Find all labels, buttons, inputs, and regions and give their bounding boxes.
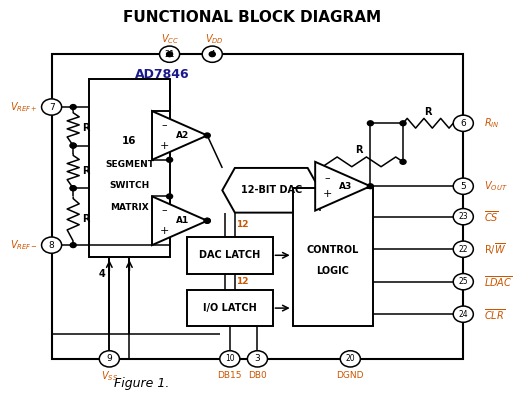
Text: DB0: DB0 bbox=[248, 371, 267, 380]
Text: 8: 8 bbox=[49, 240, 54, 249]
Circle shape bbox=[204, 218, 210, 223]
Polygon shape bbox=[222, 168, 320, 213]
Text: –: – bbox=[325, 173, 330, 183]
Text: R: R bbox=[424, 107, 432, 117]
Circle shape bbox=[70, 186, 76, 191]
Polygon shape bbox=[315, 162, 370, 211]
Text: +: + bbox=[160, 141, 169, 151]
Bar bbox=[187, 237, 272, 274]
Text: 21: 21 bbox=[164, 50, 175, 59]
Text: 25: 25 bbox=[458, 277, 468, 286]
Bar bbox=[187, 290, 272, 326]
Circle shape bbox=[167, 157, 172, 162]
Circle shape bbox=[453, 274, 473, 290]
Circle shape bbox=[70, 243, 76, 247]
Text: 5: 5 bbox=[461, 182, 466, 191]
Text: DGND: DGND bbox=[337, 371, 364, 380]
Text: DB15: DB15 bbox=[218, 371, 242, 380]
Circle shape bbox=[400, 160, 406, 164]
Text: I/O LATCH: I/O LATCH bbox=[203, 303, 257, 313]
Circle shape bbox=[204, 133, 210, 138]
Text: 24: 24 bbox=[458, 310, 468, 319]
Circle shape bbox=[209, 52, 215, 56]
Circle shape bbox=[41, 99, 62, 115]
Circle shape bbox=[453, 241, 473, 257]
Circle shape bbox=[400, 121, 406, 126]
Circle shape bbox=[367, 121, 373, 126]
Circle shape bbox=[248, 351, 267, 367]
Text: 22: 22 bbox=[458, 245, 468, 254]
Text: +: + bbox=[160, 226, 169, 236]
Circle shape bbox=[160, 46, 180, 62]
Text: –: – bbox=[162, 120, 167, 130]
Text: LOGIC: LOGIC bbox=[316, 266, 349, 276]
Text: $\overline{CLR}$: $\overline{CLR}$ bbox=[484, 307, 506, 321]
Circle shape bbox=[453, 209, 473, 225]
Text: R: R bbox=[355, 146, 363, 155]
Text: $V_{REF-}$: $V_{REF-}$ bbox=[10, 238, 38, 252]
Circle shape bbox=[453, 306, 473, 322]
Text: DAC LATCH: DAC LATCH bbox=[199, 250, 261, 260]
Circle shape bbox=[99, 351, 119, 367]
Text: MATRIX: MATRIX bbox=[110, 203, 149, 212]
Circle shape bbox=[70, 143, 76, 148]
Circle shape bbox=[70, 143, 76, 148]
Text: A1: A1 bbox=[176, 216, 189, 225]
Circle shape bbox=[202, 46, 222, 62]
Text: R: R bbox=[82, 214, 90, 224]
Text: 12: 12 bbox=[236, 277, 249, 286]
Text: $V_{CC}$: $V_{CC}$ bbox=[161, 32, 179, 46]
Bar bbox=[52, 54, 463, 359]
Bar bbox=[293, 188, 373, 326]
Text: SEGMENT: SEGMENT bbox=[105, 160, 154, 169]
Text: 4: 4 bbox=[209, 50, 215, 59]
Text: R: R bbox=[82, 124, 90, 133]
Circle shape bbox=[41, 237, 62, 253]
Text: 10: 10 bbox=[225, 354, 235, 363]
Circle shape bbox=[167, 194, 172, 199]
Text: $V_{DD}$: $V_{DD}$ bbox=[205, 32, 224, 46]
Text: A2: A2 bbox=[176, 131, 189, 140]
Text: $V_{REF+}$: $V_{REF+}$ bbox=[10, 100, 38, 114]
Text: 9: 9 bbox=[107, 354, 112, 363]
Text: 16: 16 bbox=[122, 136, 137, 146]
Text: A3: A3 bbox=[339, 182, 352, 191]
Text: R/$\overline{W}$: R/$\overline{W}$ bbox=[484, 241, 507, 257]
Text: FUNCTIONAL BLOCK DIAGRAM: FUNCTIONAL BLOCK DIAGRAM bbox=[123, 10, 381, 25]
Text: 12-BIT DAC: 12-BIT DAC bbox=[241, 185, 302, 195]
Text: CONTROL: CONTROL bbox=[307, 245, 359, 255]
Polygon shape bbox=[152, 111, 207, 160]
Text: AD7846: AD7846 bbox=[135, 68, 190, 81]
Circle shape bbox=[340, 351, 361, 367]
Text: 7: 7 bbox=[49, 103, 54, 112]
Text: 6: 6 bbox=[461, 119, 466, 128]
Polygon shape bbox=[152, 196, 207, 245]
Circle shape bbox=[453, 178, 473, 194]
Text: Figure 1.: Figure 1. bbox=[114, 377, 170, 390]
Circle shape bbox=[367, 184, 373, 189]
Text: $\overline{CS}$: $\overline{CS}$ bbox=[484, 209, 499, 224]
Text: 12: 12 bbox=[236, 220, 249, 229]
Text: 4: 4 bbox=[98, 269, 105, 279]
Text: $V_{OUT}$: $V_{OUT}$ bbox=[484, 179, 508, 193]
Circle shape bbox=[220, 351, 240, 367]
Text: 23: 23 bbox=[458, 212, 468, 221]
Text: $\overline{LDAC}$: $\overline{LDAC}$ bbox=[484, 274, 513, 289]
Circle shape bbox=[167, 52, 172, 56]
Text: SWITCH: SWITCH bbox=[109, 181, 150, 190]
Text: +: + bbox=[323, 189, 333, 199]
Text: 20: 20 bbox=[346, 354, 355, 363]
Text: R: R bbox=[82, 166, 90, 176]
Circle shape bbox=[70, 105, 76, 110]
Text: 3: 3 bbox=[254, 354, 261, 363]
Circle shape bbox=[204, 218, 210, 223]
Text: $R_{IN}$: $R_{IN}$ bbox=[484, 116, 500, 130]
Text: $V_{SS}$: $V_{SS}$ bbox=[101, 369, 118, 383]
Bar bbox=[89, 79, 169, 257]
Circle shape bbox=[453, 115, 473, 131]
Circle shape bbox=[70, 186, 76, 191]
Text: –: – bbox=[162, 206, 167, 216]
